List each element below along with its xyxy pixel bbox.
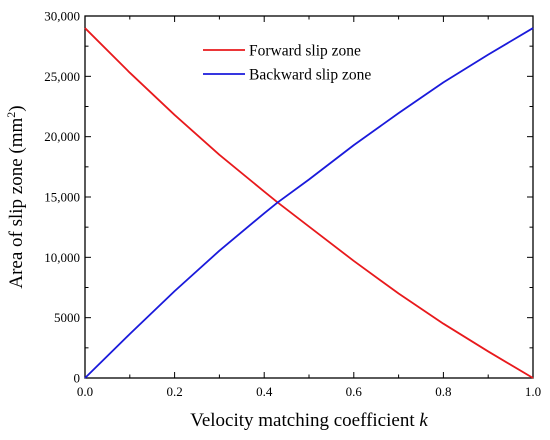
x-axis-title: Velocity matching coefficient k: [190, 410, 428, 431]
y-tick-label: 0: [74, 371, 81, 386]
y-tick-label: 15,000: [44, 190, 80, 205]
x-tick-label: 0.0: [77, 384, 93, 399]
y-tick-label: 10,000: [44, 250, 80, 265]
y-axis-title: Area of slip zone (mm2): [4, 105, 27, 288]
x-tick-label: 0.4: [256, 384, 273, 399]
x-axis-variable: k: [419, 410, 428, 431]
y-tick-label: 5000: [54, 310, 80, 325]
x-tick-label: 1.0: [525, 384, 541, 399]
y-tick-label: 30,000: [44, 9, 80, 24]
x-tick-label: 0.2: [166, 384, 182, 399]
y-tick-label: 25,000: [44, 69, 80, 84]
legend-label: Backward slip zone: [249, 67, 371, 84]
y-tick-label: 20,000: [44, 129, 80, 144]
series-line-forward: [84, 27, 534, 379]
x-tick-label: 0.6: [346, 384, 363, 399]
legend-label: Forward slip zone: [249, 43, 361, 60]
series-line-backward: [84, 27, 534, 379]
x-tick-label: 0.8: [435, 384, 451, 399]
y-axis-superscript: 2: [4, 112, 18, 118]
